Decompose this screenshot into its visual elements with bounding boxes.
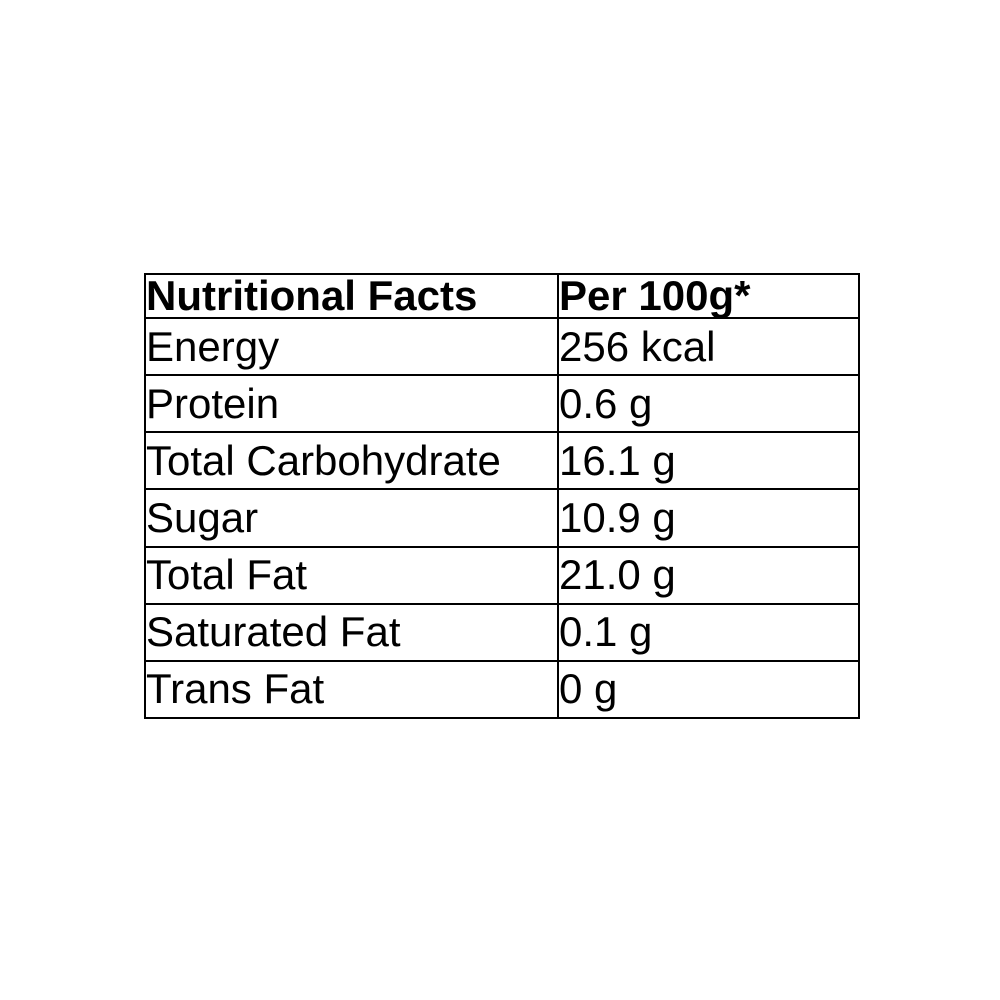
table-row: Sugar 10.9 g [144, 488, 860, 548]
nutrient-label: Protein [144, 374, 559, 434]
table-row: Protein 0.6 g [144, 374, 860, 434]
table-row: Saturated Fat 0.1 g [144, 602, 860, 662]
table-row: Trans Fat 0 g [144, 659, 860, 720]
nutrient-value: 16.1 g [557, 431, 860, 491]
nutrient-label: Total Fat [144, 545, 559, 605]
nutrient-label: Sugar [144, 488, 559, 548]
table-row: Total Carbohydrate 16.1 g [144, 431, 860, 491]
table-row: Energy 256 kcal [144, 316, 860, 377]
nutrient-label: Energy [144, 316, 559, 377]
nutrient-value: 10.9 g [557, 488, 860, 548]
nutrient-value: 0.1 g [557, 602, 860, 662]
nutrition-facts-table: Nutritional Facts Per 100g* Energy 256 kc… [144, 273, 860, 720]
nutrient-label: Saturated Fat [144, 602, 559, 662]
header-per-100g: Per 100g* [557, 273, 860, 319]
nutrient-value: 0 g [557, 659, 860, 720]
nutrient-value: 256 kcal [557, 316, 860, 377]
nutrition-table: Nutritional Facts Per 100g* Energy 256 kc… [144, 273, 860, 720]
nutrient-label: Trans Fat [144, 659, 559, 720]
nutrient-label: Total Carbohydrate [144, 431, 559, 491]
nutrient-value: 0.6 g [557, 374, 860, 434]
header-nutritional-facts: Nutritional Facts [144, 273, 559, 319]
table-row: Total Fat 21.0 g [144, 545, 860, 605]
table-header-row: Nutritional Facts Per 100g* [144, 273, 860, 319]
nutrient-value: 21.0 g [557, 545, 860, 605]
nutrition-table-body: Energy 256 kcal Protein 0.6 g Total Carbohyd… [144, 316, 860, 720]
